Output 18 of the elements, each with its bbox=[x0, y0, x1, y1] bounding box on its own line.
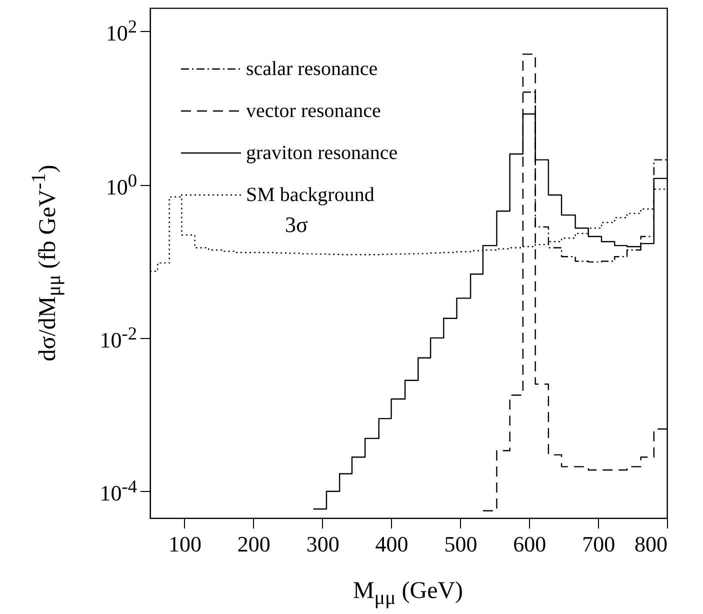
x-tick-label: 800 bbox=[634, 532, 668, 556]
y-tick-label: 10$^{2}$ bbox=[106, 16, 137, 46]
x-axis-title: M$_{μμ}$ (GeV) bbox=[352, 578, 464, 610]
y-tick-label: 10$^{-4}$ bbox=[100, 476, 137, 506]
legend-label: SM background bbox=[246, 184, 374, 206]
y-tick-label: 10$^{-2}$ bbox=[100, 323, 137, 353]
x-tick-label: 400 bbox=[375, 532, 408, 556]
y-tick-label: 10$^{0}$ bbox=[106, 170, 137, 200]
legend-label: scalar resonance bbox=[246, 58, 378, 80]
x-tick-label: 700 bbox=[582, 532, 616, 556]
legend-label: graviton resonance bbox=[246, 142, 398, 164]
x-tick-label: 100 bbox=[168, 532, 202, 556]
x-tick-label: 200 bbox=[237, 532, 270, 556]
annotation: 3σ bbox=[285, 212, 308, 238]
x-tick-label: 300 bbox=[306, 532, 340, 556]
x-tick-label: 500 bbox=[444, 532, 478, 556]
x-tick-label: 600 bbox=[513, 532, 546, 556]
legend-label: vector resonance bbox=[246, 100, 382, 122]
